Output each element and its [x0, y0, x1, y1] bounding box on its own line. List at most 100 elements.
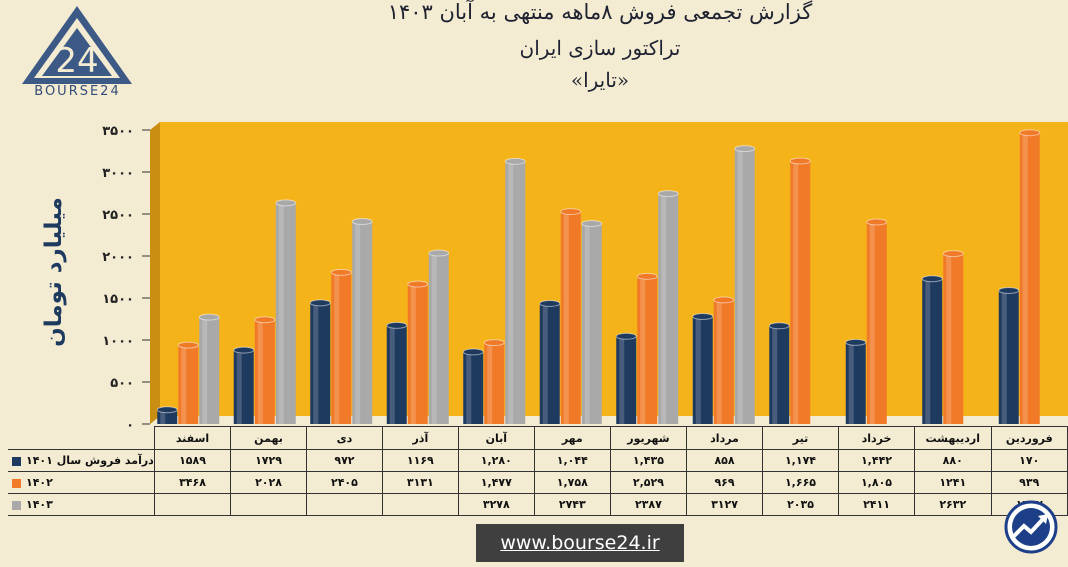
bar-body [310, 302, 331, 424]
bar-body [734, 148, 755, 424]
x-tick-label: مهر [533, 426, 611, 450]
bar-highlight [848, 342, 854, 424]
bar-body [463, 351, 484, 424]
x-tick-label: فروردین [990, 426, 1068, 450]
bar-highlight [355, 221, 361, 424]
data-label: ۱,۴۳۵ [609, 449, 688, 472]
x-tick-label: شهریور [609, 426, 688, 450]
bar [768, 322, 790, 424]
data-label: ۲,۵۲۹ [609, 471, 688, 494]
bar [504, 157, 526, 424]
bar-body [484, 342, 505, 424]
bar-body [407, 284, 428, 424]
bar-highlight [661, 193, 667, 424]
bar [692, 312, 714, 424]
x-tick-label: آذر [381, 426, 459, 450]
data-label: ۲۰۳۵ [762, 493, 839, 516]
bar-cap [156, 406, 178, 414]
data-label: ۹۶۹ [686, 471, 763, 494]
bar-highlight [869, 221, 875, 424]
bar-body [386, 325, 407, 424]
bar [233, 346, 255, 424]
bar-body [845, 342, 866, 424]
bar-highlight [487, 342, 493, 424]
bar-highlight [313, 302, 319, 424]
bar-body [254, 319, 275, 424]
bar-body [560, 211, 581, 424]
y-tick-label: ۱۰۰۰ [102, 334, 134, 349]
x-tick-label: آبان [457, 426, 535, 450]
data-label: ۱,۲۸۰ [457, 449, 535, 472]
bar-highlight [389, 325, 395, 424]
bar-cap [1019, 129, 1041, 137]
bar [407, 280, 429, 424]
website-link[interactable]: www.bourse24.ir [476, 524, 684, 562]
bar-highlight [257, 319, 263, 424]
bar-cap [692, 312, 714, 320]
bar-highlight [716, 299, 722, 424]
legend-swatch [12, 478, 21, 488]
bar [713, 296, 735, 424]
bar-highlight [278, 202, 284, 424]
table-row: ۱۴۰۳۳۲۷۸۲۷۴۳۲۳۸۷۳۱۲۷۲۰۳۵۲۴۱۱۲۶۳۲۱۲۷۲ [8, 493, 1068, 516]
data-label: ۲۰۲۸ [230, 471, 307, 494]
bourse24-logo: 24 [22, 6, 132, 84]
data-label: ۲۴۰۵ [305, 471, 383, 494]
bar [177, 341, 199, 424]
data-label: ۱۱۶۹ [381, 449, 459, 472]
bar-highlight [772, 325, 778, 424]
data-label: ۱۵۸۹ [153, 449, 232, 472]
data-label: ۳۱۳۱ [381, 471, 459, 494]
bar-cap [386, 321, 408, 329]
bar [351, 217, 373, 424]
table-row: ۱۴۰۲ ۳۴۶۸ ۲۰۲۸ ۲۴۰۵ ۳۱۳۱ ۱,۴۷۷ ۱,۷۵۸ ۲,۵۲۹ ۹۶۹ ۱,… [8, 471, 1068, 494]
data-label: ۱۲۴۱ [914, 471, 992, 494]
bar-highlight [466, 351, 472, 424]
bar-body [275, 202, 296, 424]
bar [845, 338, 867, 424]
bar-body [637, 276, 658, 424]
bar-cap [233, 346, 255, 354]
data-label: ۲۳۸۷ [609, 493, 688, 516]
data-label: ۳۴۶۸ [153, 471, 232, 494]
bar-cap [330, 268, 352, 276]
data-label: ۱,۰۴۴ [533, 449, 611, 472]
bar-body [692, 316, 713, 424]
bar [539, 299, 561, 424]
x-tick-label: دی [305, 426, 383, 450]
svg-text:24: 24 [55, 41, 98, 81]
bar-highlight [431, 253, 437, 424]
bar-body [790, 160, 811, 424]
table-corner [8, 427, 154, 450]
bar [254, 316, 276, 424]
data-label: ۲۶۳۲ [914, 493, 992, 516]
x-tick-label: اسفند [153, 426, 232, 450]
bar-body [233, 350, 254, 424]
bar-highlight [946, 253, 952, 424]
bar-cap [636, 272, 658, 280]
bar [657, 190, 679, 424]
bar-cap [254, 316, 276, 324]
bar [386, 321, 408, 424]
bar-highlight [640, 276, 646, 424]
bar [483, 339, 505, 424]
bar-body [866, 221, 887, 424]
bar [462, 348, 484, 424]
bar-highlight [160, 409, 166, 424]
data-label: ۳۱۲۷ [686, 493, 763, 516]
bar [636, 272, 658, 424]
brand-name: BOURSE24 [34, 84, 121, 99]
legend-entry: ۱۴۰۳ [8, 493, 155, 516]
data-label [305, 493, 383, 516]
bar-highlight [236, 350, 242, 424]
bar-cap [657, 190, 679, 198]
bar-cap [789, 157, 811, 165]
bar-cap [351, 217, 373, 225]
data-label [381, 493, 459, 516]
y-tick-label: ۲۰۰۰ [102, 250, 134, 265]
x-tick-label: بهمن [230, 426, 307, 450]
x-tick-label: تیر [762, 426, 839, 450]
bar-body [769, 325, 790, 424]
y-tick-label: ۳۰۰۰ [102, 166, 134, 181]
legend-label: درآمد فروش سال ۱۴۰۱ [26, 454, 154, 467]
